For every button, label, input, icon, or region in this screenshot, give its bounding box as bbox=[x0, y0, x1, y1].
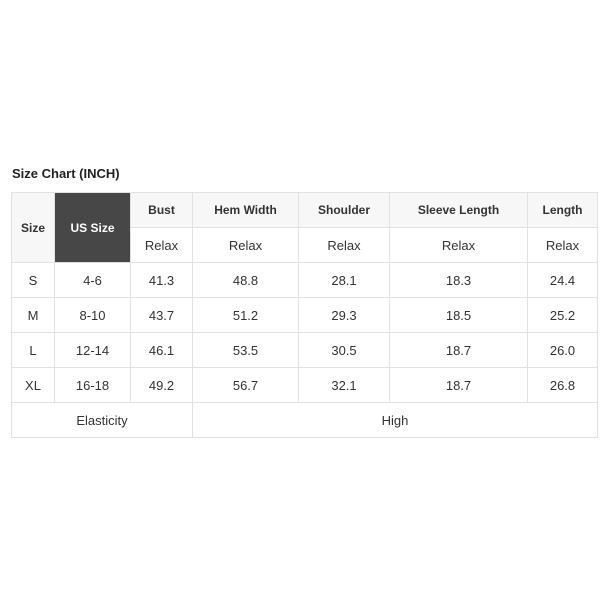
subheader-cell: Relax bbox=[298, 227, 390, 263]
header-bust: Bust bbox=[130, 192, 193, 228]
table-cell: 16-18 bbox=[54, 367, 131, 403]
table-cell: M bbox=[11, 297, 55, 333]
subheader-cell: Relax bbox=[389, 227, 528, 263]
table-cell: 18.3 bbox=[389, 262, 528, 298]
footer-row: Elasticity High bbox=[11, 402, 598, 438]
header-us-size: US Size bbox=[54, 192, 131, 263]
table-cell: S bbox=[11, 262, 55, 298]
table-row: XL 16-18 49.2 56.7 32.1 18.7 26.8 bbox=[11, 367, 598, 403]
table-cell: 53.5 bbox=[192, 332, 299, 368]
table-cell: 49.2 bbox=[130, 367, 193, 403]
table-cell: 32.1 bbox=[298, 367, 390, 403]
table-cell: 43.7 bbox=[130, 297, 193, 333]
table-cell: 56.7 bbox=[192, 367, 299, 403]
elasticity-value: High bbox=[192, 402, 598, 438]
table-cell: 41.3 bbox=[130, 262, 193, 298]
table-cell: 29.3 bbox=[298, 297, 390, 333]
table-cell: 25.2 bbox=[527, 297, 598, 333]
header-row: Size US Size Bust Hem Width Shoulder Sle… bbox=[11, 192, 598, 263]
table-cell: 26.0 bbox=[527, 332, 598, 368]
header-length: Length bbox=[527, 192, 598, 228]
table-cell: 12-14 bbox=[54, 332, 131, 368]
size-chart-title: Size Chart (INCH) bbox=[12, 166, 120, 181]
table-cell: L bbox=[11, 332, 55, 368]
table-cell: 18.7 bbox=[389, 332, 528, 368]
header-shoulder: Shoulder bbox=[298, 192, 390, 228]
subheader-cell: Relax bbox=[527, 227, 598, 263]
table-cell: 18.5 bbox=[389, 297, 528, 333]
header-hem-width: Hem Width bbox=[192, 192, 299, 228]
table-cell: 8-10 bbox=[54, 297, 131, 333]
subheader-cell: Relax bbox=[130, 227, 193, 263]
table-row: L 12-14 46.1 53.5 30.5 18.7 26.0 bbox=[11, 332, 598, 368]
table-cell: 28.1 bbox=[298, 262, 390, 298]
header-sleeve-length: Sleeve Length bbox=[389, 192, 528, 228]
header-size: Size bbox=[11, 192, 55, 263]
table-row: S 4-6 41.3 48.8 28.1 18.3 24.4 bbox=[11, 262, 598, 298]
subheader-row: Relax Relax Relax Relax Relax bbox=[12, 227, 598, 263]
subheader-cell: Relax bbox=[192, 227, 299, 263]
table-cell: 46.1 bbox=[130, 332, 193, 368]
size-chart-table: Size US Size Bust Hem Width Shoulder Sle… bbox=[11, 192, 598, 438]
table-cell: 51.2 bbox=[192, 297, 299, 333]
elasticity-label: Elasticity bbox=[11, 402, 193, 438]
table-cell: 24.4 bbox=[527, 262, 598, 298]
table-cell: XL bbox=[11, 367, 55, 403]
table-cell: 4-6 bbox=[54, 262, 131, 298]
table-cell: 48.8 bbox=[192, 262, 299, 298]
table-cell: 26.8 bbox=[527, 367, 598, 403]
table-row: M 8-10 43.7 51.2 29.3 18.5 25.2 bbox=[11, 297, 598, 333]
table-cell: 30.5 bbox=[298, 332, 390, 368]
table-cell: 18.7 bbox=[389, 367, 528, 403]
